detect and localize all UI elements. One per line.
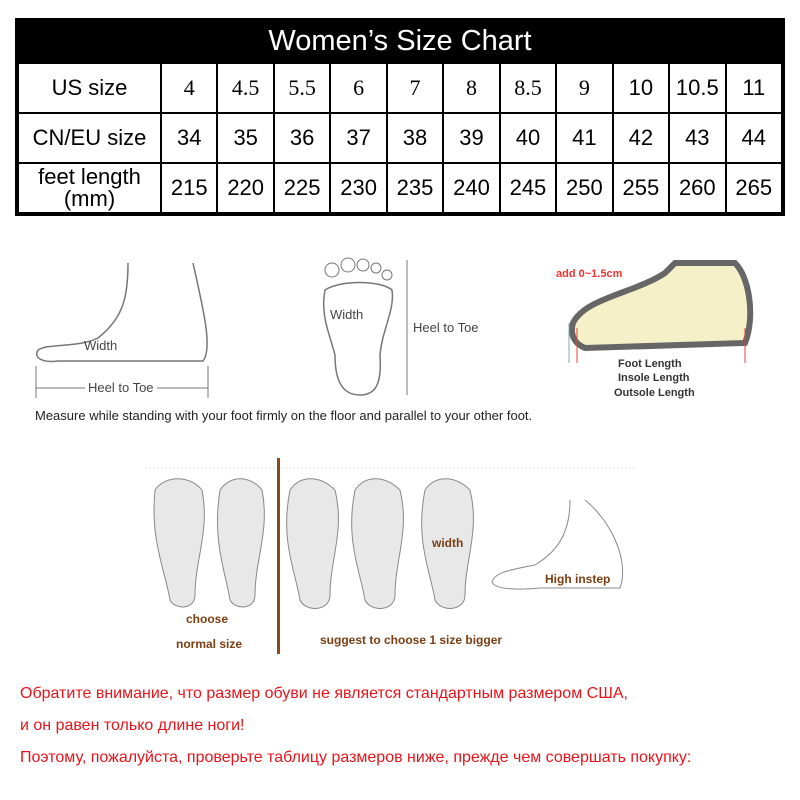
row-header: US size xyxy=(17,62,162,114)
table-cell: 10 xyxy=(611,62,671,114)
table-cell: 11 xyxy=(724,62,784,114)
table-cell: 5.5 xyxy=(272,62,332,114)
foot-types-illustration xyxy=(145,467,635,609)
table-row-cn-eu: CN/EU size 34 35 36 37 38 39 40 41 42 43… xyxy=(17,112,784,164)
table-cell: 245 xyxy=(498,162,558,214)
table-cell: 44 xyxy=(724,112,784,164)
table-cell: 215 xyxy=(159,162,219,214)
add-length-label: add 0~1.5cm xyxy=(556,268,623,280)
table-cell: 40 xyxy=(498,112,558,164)
width-label: width xyxy=(432,536,464,550)
table-cell: 39 xyxy=(442,112,501,164)
table-cell: 230 xyxy=(329,162,388,214)
notice-line-1: Обратите внимание, что размер обуви не я… xyxy=(20,685,628,702)
table-cell: 35 xyxy=(216,112,275,164)
table-cell: 255 xyxy=(611,162,671,214)
row-header-line1: feet length xyxy=(38,164,141,189)
table-cell: 42 xyxy=(611,112,671,164)
notice-line-2: и он равен только длине ноги! xyxy=(20,717,245,734)
table-cell: 225 xyxy=(272,162,332,214)
table-cell: 36 xyxy=(272,112,332,164)
table-row-us: US size 4 4.5 5.5 6 7 8 8.5 9 10 10.5 11 xyxy=(17,62,784,114)
table-cell: 34 xyxy=(159,112,219,164)
normal-size-label: normal size xyxy=(176,637,243,651)
table-cell: 235 xyxy=(385,162,445,214)
notice-line-3: Поэтому, пожалуйста, проверьте таблицу р… xyxy=(20,749,692,766)
suggest-bigger-label: suggest to choose 1 size bigger xyxy=(320,633,503,647)
table-row-feet-length: feet length (mm) 215 220 225 230 235 240 … xyxy=(17,162,784,214)
table-cell: 4 xyxy=(159,62,219,114)
table-cell: 9 xyxy=(555,62,614,114)
foot-length-label: Foot Length xyxy=(618,358,682,370)
choose-label: choose xyxy=(186,612,229,626)
table-cell: 8 xyxy=(442,62,501,114)
side-heel-to-toe-label: Heel to Toe xyxy=(85,380,157,395)
table-cell: 265 xyxy=(724,162,784,214)
shoe-section-illustration xyxy=(568,260,754,363)
table-cell: 7 xyxy=(385,62,445,114)
size-table: US size 4 4.5 5.5 6 7 8 8.5 9 10 10.5 11… xyxy=(17,62,784,214)
table-cell: 41 xyxy=(555,112,614,164)
outsole-length-label: Outsole Length xyxy=(614,387,695,399)
row-header: feet length (mm) xyxy=(17,162,162,214)
sole-width-label: Width xyxy=(330,307,364,322)
insole-length-label: Insole Length xyxy=(618,372,690,384)
table-cell: 38 xyxy=(385,112,445,164)
table-cell: 250 xyxy=(555,162,614,214)
measure-instruction: Measure while standing with your foot fi… xyxy=(35,408,533,423)
sole-heel-to-toe-label: Heel to Toe xyxy=(413,320,479,335)
table-cell: 37 xyxy=(329,112,388,164)
table-cell: 10.5 xyxy=(668,62,727,114)
table-cell: 4.5 xyxy=(216,62,275,114)
high-instep-label: High instep xyxy=(545,572,611,586)
table-cell: 6 xyxy=(329,62,388,114)
sole-illustration xyxy=(322,257,408,396)
side-width-label: Width xyxy=(84,338,118,353)
side-foot-illustration xyxy=(35,262,209,398)
row-header: CN/EU size xyxy=(17,112,162,164)
size-chart: Women’s Size Chart US size 4 4.5 5.5 6 7… xyxy=(15,18,785,216)
table-cell: 8.5 xyxy=(498,62,558,114)
chart-title: Women’s Size Chart xyxy=(17,20,783,62)
table-cell: 240 xyxy=(442,162,501,214)
table-cell: 220 xyxy=(216,162,275,214)
table-cell: 260 xyxy=(668,162,727,214)
divider xyxy=(277,458,280,654)
row-header-line2: (mm) xyxy=(63,186,116,211)
table-cell: 43 xyxy=(668,112,727,164)
